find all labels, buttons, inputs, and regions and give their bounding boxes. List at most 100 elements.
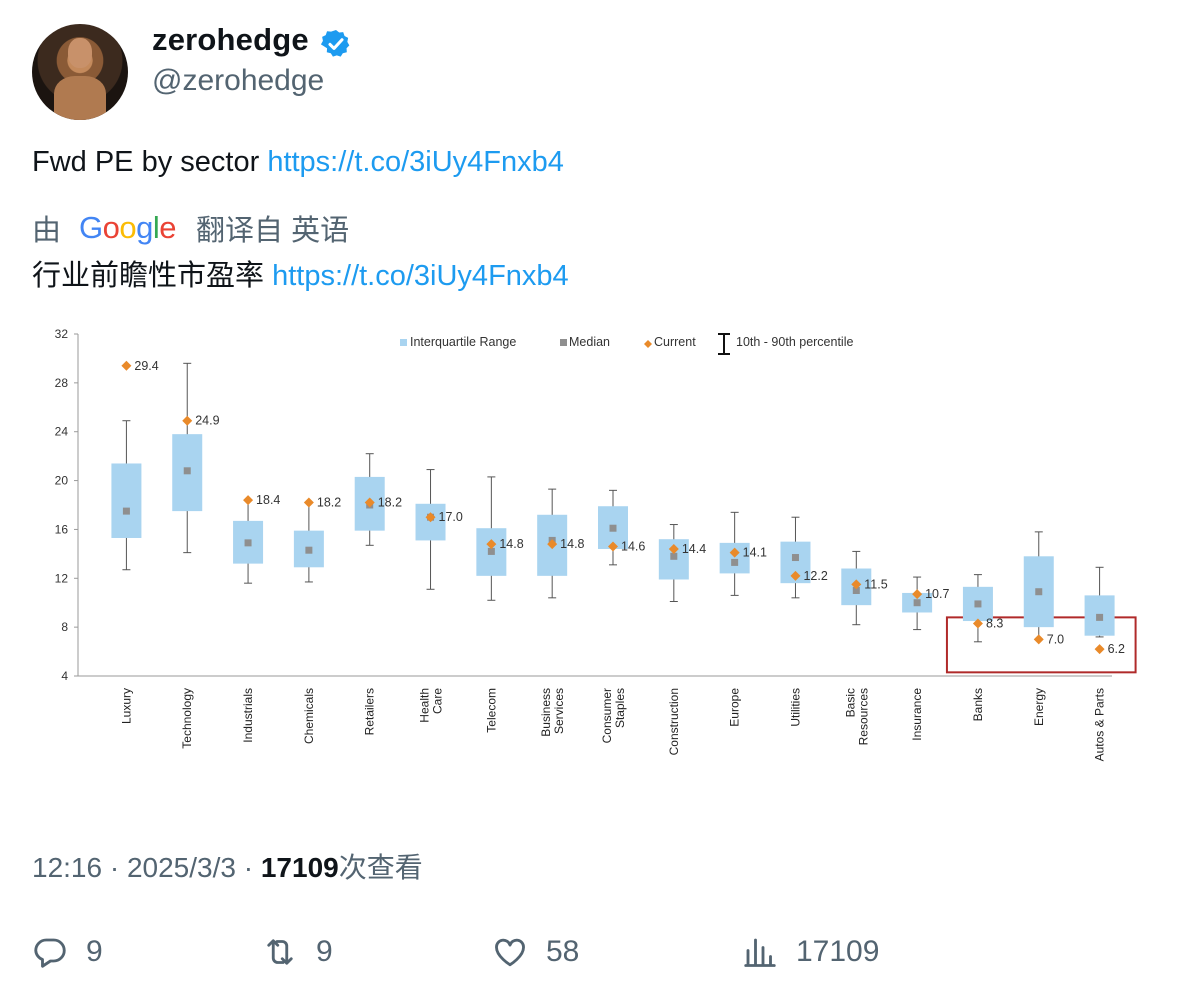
- category-label: BasicResources: [843, 688, 870, 745]
- median-marker: [852, 587, 860, 594]
- median-marker: [487, 547, 495, 555]
- median-marker: [122, 507, 130, 515]
- current-value-label: 12.2: [803, 569, 827, 583]
- current-value-label: 10.7: [925, 587, 949, 601]
- category-label-line: Chemicals: [302, 688, 316, 744]
- legend-swatch-percentile: [718, 333, 730, 355]
- current-value-label: 18.2: [378, 496, 402, 510]
- avatar-head: [68, 38, 92, 68]
- category-label-line: Resources: [856, 688, 870, 745]
- category-label-line: Autos & Parts: [1093, 688, 1107, 761]
- category-label: ConsumerStaples: [600, 688, 627, 743]
- avatar-torso: [54, 76, 106, 120]
- category-label-line: Telecom: [484, 688, 498, 733]
- category-label-line: Business: [539, 688, 553, 737]
- median-marker: [731, 558, 739, 566]
- median-marker: [1035, 588, 1043, 596]
- translation-attribution: 由 Google 翻译自 英语: [32, 208, 349, 248]
- category-label-line: Europe: [728, 688, 742, 727]
- views-count: 17109: [796, 935, 880, 968]
- current-value-label: 18.4: [256, 493, 280, 507]
- current-value-label: 11.5: [864, 577, 887, 591]
- current-marker: [182, 415, 193, 426]
- current-value-label: 14.6: [621, 540, 645, 554]
- avatar[interactable]: [32, 24, 128, 120]
- tweet-link[interactable]: https://t.co/3iUy4Fnxb4: [267, 146, 564, 178]
- current-marker: [303, 497, 314, 508]
- y-tick-label: 32: [55, 327, 69, 341]
- translated-text: 行业前瞻性市盈率 https://t.co/3iUy4Fnxb4: [32, 258, 569, 294]
- tweet-text: Fwd PE by sector https://t.co/3iUy4Fnxb4: [32, 144, 564, 180]
- current-marker: [547, 539, 558, 550]
- category-label: Technology: [180, 688, 194, 749]
- category-label: Banks: [971, 688, 985, 721]
- category-label-line: Retailers: [363, 688, 377, 735]
- category-label-line: Basic: [843, 688, 857, 717]
- google-logo: Google: [79, 210, 177, 245]
- category-label-line: Banks: [971, 688, 985, 721]
- like-button[interactable]: 58: [492, 930, 579, 974]
- category-label-line: Industrials: [241, 688, 255, 743]
- retweet-icon: [267, 939, 293, 965]
- median-marker: [244, 539, 252, 547]
- category-label: Telecom: [484, 688, 498, 733]
- retweet-count: 9: [316, 935, 333, 968]
- category-label: Construction: [667, 688, 681, 755]
- current-value-label: 29.4: [134, 359, 158, 373]
- current-marker: [851, 579, 862, 590]
- category-label-line: Health: [418, 688, 432, 723]
- current-marker: [1033, 634, 1044, 645]
- category-label-line: Care: [431, 688, 445, 714]
- translated-body: 行业前瞻性市盈率: [32, 260, 265, 292]
- retweet-button[interactable]: 9: [262, 930, 333, 974]
- view-count: 17109: [260, 852, 339, 883]
- current-marker: [243, 495, 254, 506]
- current-marker: [729, 547, 740, 558]
- reply-button[interactable]: 9: [32, 930, 103, 974]
- y-tick-label: 28: [55, 376, 69, 390]
- median-marker: [305, 546, 313, 554]
- tweet-date[interactable]: 2025/3/3: [126, 852, 236, 883]
- current-marker: [912, 589, 923, 600]
- legend-swatch-current: [644, 340, 652, 348]
- current-value-label: 8.3: [986, 616, 1003, 630]
- category-label: Chemicals: [302, 688, 316, 744]
- analytics-icon: [744, 938, 776, 967]
- translation-suffix: 翻译自 英语: [196, 215, 350, 247]
- current-marker: [121, 360, 132, 371]
- y-tick-label: 4: [61, 669, 68, 683]
- category-label-line: Luxury: [119, 688, 133, 724]
- category-label-line: Consumer: [600, 688, 614, 743]
- translated-link[interactable]: https://t.co/3iUy4Fnxb4: [272, 260, 569, 292]
- median-marker: [670, 552, 678, 560]
- legend-label-iqr: Interquartile Range: [410, 335, 516, 349]
- current-marker: [608, 541, 618, 552]
- current-marker: [486, 539, 497, 550]
- tweet-body: Fwd PE by sector: [32, 146, 260, 178]
- median-marker: [1096, 613, 1104, 621]
- attached-chart-image[interactable]: 4 8 12 16 20 24 28 32 29.4 Luxury 24.9 Technology 18…: [32, 318, 1142, 798]
- current-value-label: 14.4: [682, 542, 706, 556]
- user-handle[interactable]: @zerohedge: [152, 64, 325, 97]
- y-tick-label: 24: [55, 425, 69, 439]
- current-value-label: 14.8: [499, 537, 523, 551]
- tweet-time[interactable]: 12:16: [32, 852, 103, 883]
- y-tick-label: 12: [55, 571, 69, 585]
- current-value-label: 24.9: [195, 414, 219, 428]
- meta-separator: ·: [243, 852, 261, 883]
- category-label: Europe: [728, 688, 742, 727]
- category-label: Retailers: [363, 688, 377, 735]
- views-button[interactable]: 17109: [742, 930, 879, 974]
- display-name[interactable]: zerohedge: [152, 22, 309, 57]
- y-tick-label: 16: [55, 522, 69, 536]
- category-label: Utilities: [788, 688, 802, 727]
- median-marker: [974, 600, 982, 608]
- current-value-label: 18.2: [317, 496, 341, 510]
- legend-label-current: Current: [654, 335, 696, 349]
- median-marker: [791, 554, 799, 562]
- category-label-line: Technology: [180, 688, 194, 749]
- reply-count: 9: [86, 935, 103, 968]
- tweet-meta: 12:16 · 2025/3/3 · 17109次查看: [32, 846, 423, 886]
- translation-prefix: 由: [32, 215, 62, 247]
- category-label: Autos & Parts: [1093, 688, 1107, 761]
